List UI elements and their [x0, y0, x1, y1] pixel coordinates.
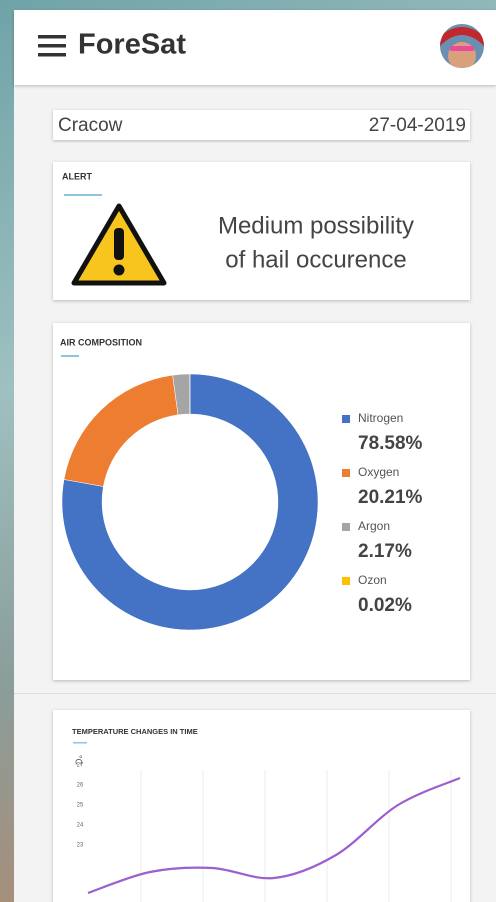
alert-text: Medium possibility: [218, 212, 414, 239]
label-underline: [61, 355, 79, 357]
menu-icon[interactable]: [38, 35, 66, 57]
y-tick-label: 23: [77, 843, 84, 849]
legend-label: Nitrogen: [358, 411, 403, 425]
temperature-card: [53, 710, 470, 902]
chart-title: TEMPERATURE CHANGES IN TIME: [72, 727, 198, 736]
menu-line: [38, 44, 66, 48]
legend-swatch: [342, 469, 350, 477]
avatar-goggles: [450, 46, 474, 51]
menu-line: [38, 35, 66, 39]
divider: [14, 693, 496, 694]
value-label: 0.02%: [358, 595, 412, 616]
city: Cracow: [58, 115, 123, 136]
y-tick-label: 24: [77, 823, 84, 829]
legend-swatch: [342, 577, 350, 585]
date: 27-04-2019: [369, 115, 466, 136]
value-label: 2.17%: [358, 541, 412, 562]
warning-bar: [114, 228, 124, 260]
chart-title: AIR COMPOSITION: [60, 337, 142, 347]
app-screen: ForeSat Cracow 27-04-2019 ALERT Medium p…: [0, 0, 496, 902]
y-tick-label: 27: [77, 763, 84, 769]
y-tick-label: 26: [77, 783, 84, 789]
menu-line: [38, 53, 66, 57]
legend-label: Oxygen: [358, 465, 399, 479]
label-underline: [64, 194, 102, 196]
app-title: ForeSat: [78, 29, 186, 61]
legend-swatch: [342, 415, 350, 423]
y-tick-label: 25: [77, 803, 84, 809]
label-underline: [73, 742, 87, 744]
legend-label: Ozon: [358, 573, 387, 587]
legend-swatch: [342, 523, 350, 531]
alert-label: ALERT: [62, 171, 92, 181]
legend-label: Argon: [358, 519, 390, 533]
alert-text: of hail occurence: [225, 246, 406, 273]
value-label: 20.21%: [358, 487, 423, 508]
warning-dot: [114, 265, 125, 276]
value-label: 78.58%: [358, 433, 423, 454]
